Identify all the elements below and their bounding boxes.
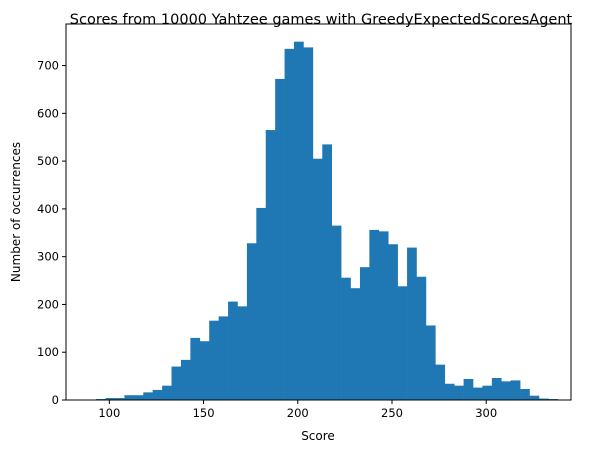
y-tick-label: 700 xyxy=(37,59,59,73)
y-tick-label: 500 xyxy=(37,154,59,168)
histogram-bar xyxy=(444,383,455,400)
histogram-bar xyxy=(322,144,332,400)
histogram-bar xyxy=(190,337,201,400)
y-tick-label: 200 xyxy=(37,297,59,311)
histogram-bar xyxy=(473,387,483,400)
histogram-bar xyxy=(341,277,351,400)
histogram-bar xyxy=(538,398,549,400)
y-tick-label: 300 xyxy=(37,250,59,264)
x-tick-label: 200 xyxy=(287,406,309,420)
histogram-bar xyxy=(407,247,417,400)
histogram-bar xyxy=(425,325,436,400)
histogram-bar xyxy=(228,301,238,400)
histogram-bar xyxy=(199,341,210,400)
x-tick-label: 100 xyxy=(98,406,120,420)
histogram-bar xyxy=(435,364,446,400)
histogram-bar xyxy=(463,378,474,400)
histogram-bar xyxy=(388,244,398,400)
histogram-bar xyxy=(294,41,304,401)
histogram-bar xyxy=(209,320,219,400)
histogram-bar xyxy=(369,229,380,400)
histogram-bar xyxy=(501,381,511,400)
histogram-bar xyxy=(331,225,342,400)
histogram-bar xyxy=(218,316,229,400)
histogram-bar xyxy=(237,306,248,400)
y-tick-label: 600 xyxy=(37,106,59,120)
histogram-bar xyxy=(105,398,116,400)
histogram-bar xyxy=(303,47,314,400)
chart-title: Scores from 10000 Yahtzee games with Gre… xyxy=(70,12,573,28)
y-tick-label: 400 xyxy=(37,202,59,216)
x-axis-ticks: 100 150 200 250 300 xyxy=(98,400,497,420)
y-axis-label: Number of occurrences xyxy=(9,142,23,282)
x-tick-label: 250 xyxy=(381,406,403,420)
histogram-bar xyxy=(171,366,182,400)
histogram-bar xyxy=(180,359,191,400)
histogram-bar xyxy=(265,130,276,400)
y-tick-label: 0 xyxy=(52,393,59,407)
histogram-bar xyxy=(397,286,408,400)
histogram-bar xyxy=(124,395,135,400)
histogram-bar xyxy=(416,276,427,400)
histogram-bar xyxy=(162,385,172,400)
bars-group xyxy=(86,41,559,401)
histogram-bar xyxy=(491,378,502,400)
y-tick-label: 100 xyxy=(37,345,59,359)
histogram-bar xyxy=(454,385,464,400)
histogram-bar xyxy=(350,288,361,400)
histogram-bar xyxy=(378,231,389,400)
histogram-bar xyxy=(143,392,153,400)
histogram-bar xyxy=(256,207,267,400)
x-axis-label: Score xyxy=(301,429,335,443)
histogram-bar xyxy=(510,380,521,400)
histogram-bar xyxy=(275,78,285,400)
x-tick-label: 300 xyxy=(475,406,497,420)
y-axis-ticks: 0 100 200 300 400 500 600 700 xyxy=(37,59,66,407)
histogram-bar xyxy=(284,48,295,401)
plot-frame xyxy=(65,23,572,401)
histogram-bar xyxy=(482,385,493,400)
histogram-bar xyxy=(529,395,540,400)
histogram-bar xyxy=(312,158,323,400)
histogram-bar xyxy=(152,389,163,400)
histogram-bar xyxy=(133,395,144,400)
histogram-bar xyxy=(114,398,125,400)
histogram-bar xyxy=(520,389,530,400)
histogram-bar xyxy=(359,267,370,400)
x-tick-label: 150 xyxy=(193,406,215,420)
histogram-bar xyxy=(246,243,257,400)
